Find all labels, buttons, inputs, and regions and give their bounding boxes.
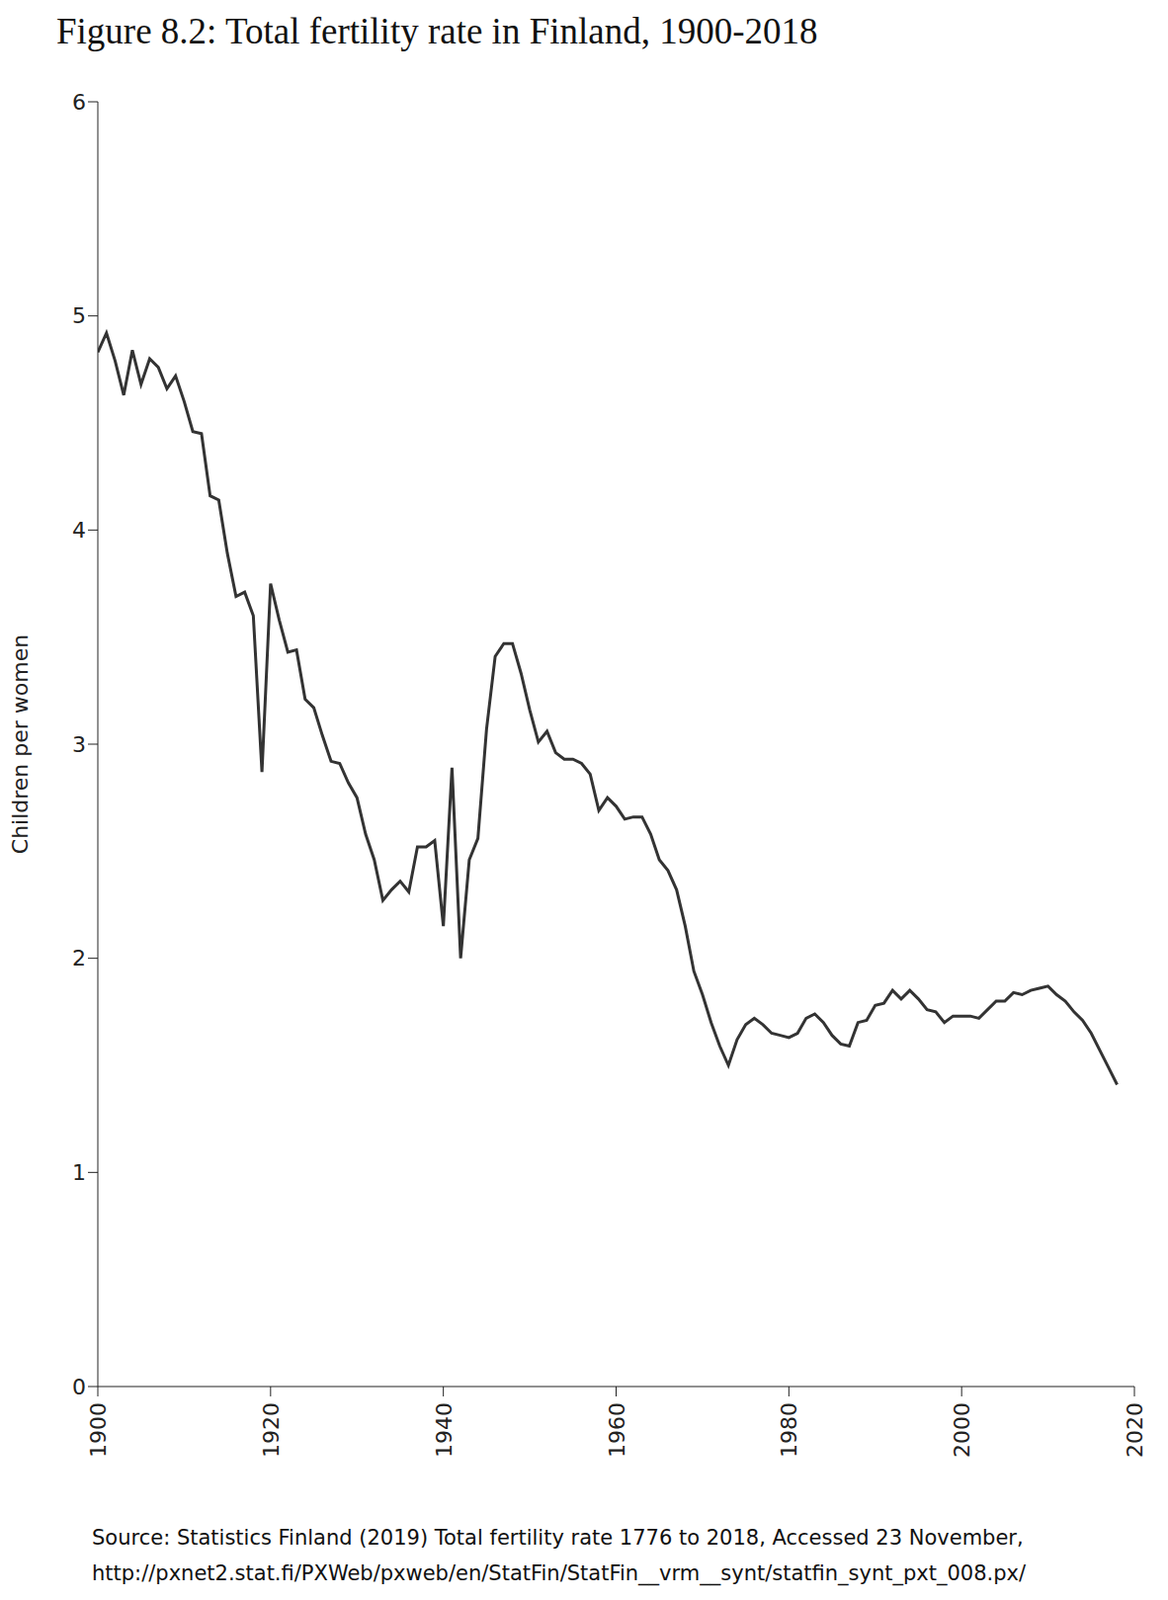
svg-text:5: 5 bbox=[72, 303, 86, 329]
html-text:http://pxnet2.stat.fi/PXWeb/px: http://pxnet2.stat.fi/PXWeb/pxweb/en/Sta… bbox=[91, 1561, 1026, 1586]
svg-text:3: 3 bbox=[72, 732, 86, 757]
svg-text:1900: 1900 bbox=[85, 1402, 111, 1458]
svg-text:1940: 1940 bbox=[431, 1402, 457, 1458]
svg-text:Children per women: Children per women bbox=[7, 634, 33, 854]
svg-text:1980: 1980 bbox=[776, 1402, 802, 1458]
svg-text:2000: 2000 bbox=[949, 1402, 975, 1458]
html-text:Source: Statistics Finland (20: Source: Statistics Finland (2019) Total … bbox=[91, 1525, 1024, 1550]
svg-text:4: 4 bbox=[72, 517, 86, 543]
svg-text:2020: 2020 bbox=[1122, 1402, 1148, 1458]
svg-text:1: 1 bbox=[72, 1160, 86, 1185]
html-text:Figure 8.2: Total fertility ra: Figure 8.2: Total fertility rate in Finl… bbox=[56, 10, 818, 52]
svg-text:1960: 1960 bbox=[604, 1402, 630, 1458]
svg-text:0: 0 bbox=[72, 1374, 86, 1400]
svg-text:2: 2 bbox=[72, 945, 86, 971]
svg-text:1920: 1920 bbox=[258, 1402, 284, 1458]
svg-text:6: 6 bbox=[72, 89, 86, 115]
